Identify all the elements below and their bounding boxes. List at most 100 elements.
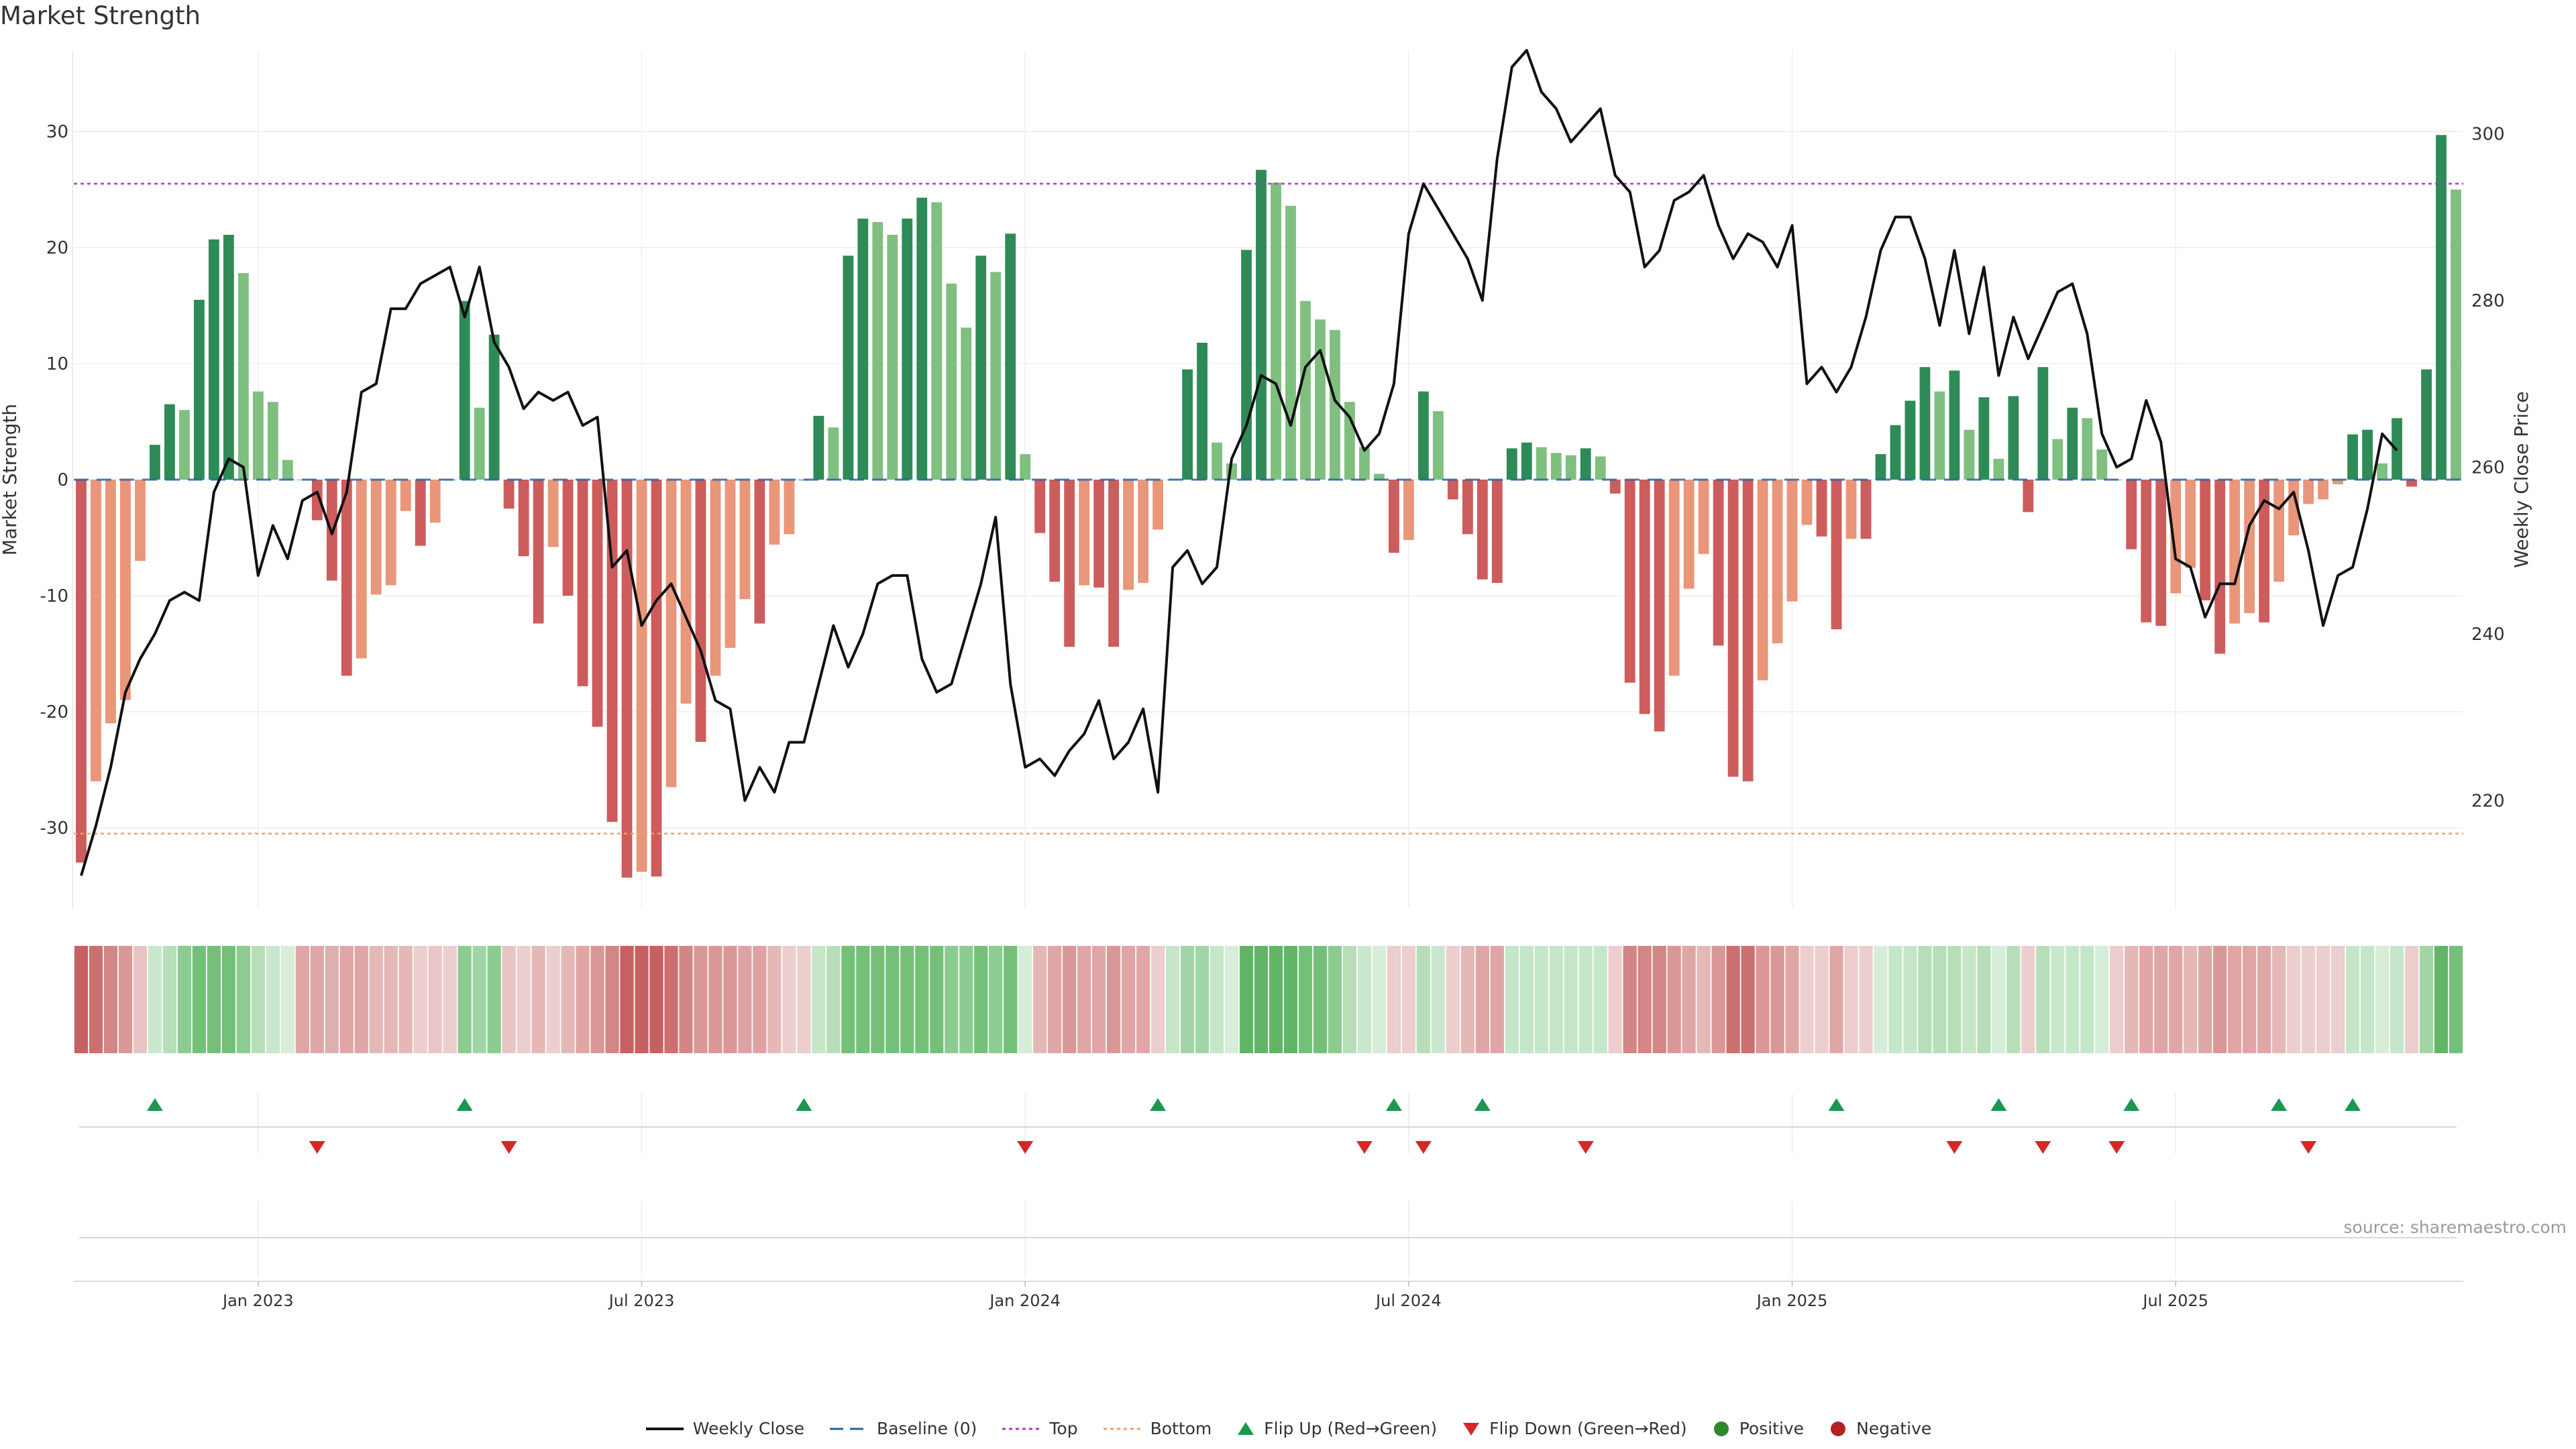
strength-bar <box>1727 480 1739 777</box>
strength-bar <box>547 480 559 547</box>
heat-cell <box>295 946 309 1053</box>
heat-cell <box>1962 946 1976 1053</box>
heat-cell <box>1122 946 1136 1053</box>
heat-cell <box>2316 946 2330 1053</box>
strength-bar <box>415 480 426 546</box>
heat-cell <box>723 946 737 1053</box>
strength-bar <box>150 445 160 480</box>
legend-swatch <box>1238 1421 1254 1435</box>
heat-cell <box>974 946 988 1053</box>
strength-bar <box>2155 480 2167 626</box>
heat-cell <box>1077 946 1091 1053</box>
heat-cell <box>1918 946 1932 1053</box>
heat-cell <box>812 946 826 1053</box>
legend-label: Negative <box>1856 1419 1932 1438</box>
heat-cell <box>1829 946 1843 1053</box>
heat-cell <box>2051 946 2065 1053</box>
strength-bar <box>518 480 529 557</box>
heat-cell <box>1239 946 1254 1053</box>
flip-up-marker <box>2345 1098 2361 1111</box>
heat-cell <box>1180 946 1195 1053</box>
strength-bar <box>385 480 396 586</box>
strength-bar <box>1964 429 1975 480</box>
strength-bar <box>1152 480 1164 530</box>
heat-cell <box>1564 946 1578 1053</box>
flip-down-marker <box>500 1141 517 1154</box>
heat-cell <box>1372 946 1387 1053</box>
right-tick-label: 260 <box>2471 458 2505 478</box>
heat-cell <box>1092 946 1106 1053</box>
heat-cell <box>2243 946 2257 1053</box>
heat-cell <box>1977 946 1991 1053</box>
heat-cell <box>1357 946 1372 1053</box>
strength-bar <box>1271 182 1281 480</box>
x-tick-label: Jul 2025 <box>2141 1291 2208 1310</box>
strength-bar <box>1049 480 1061 582</box>
heat-cell <box>162 946 177 1053</box>
heat-cell <box>472 946 486 1053</box>
strength-bar <box>665 480 677 788</box>
flip-up-marker <box>796 1098 812 1111</box>
flip-down-marker <box>1017 1141 1034 1154</box>
legend-item: Flip Up (Red→Green) <box>1236 1419 1437 1438</box>
heat-cell <box>989 946 1003 1053</box>
heat-cell <box>443 946 457 1053</box>
heat-cell <box>1638 946 1652 1053</box>
strength-bar <box>1123 480 1134 590</box>
strength-bar <box>1609 480 1621 494</box>
strength-bar <box>1256 170 1267 480</box>
heat-cell <box>1387 946 1401 1053</box>
strength-bar <box>1020 453 1031 480</box>
strength-bar <box>1565 455 1576 480</box>
left-tick-label: 0 <box>57 470 68 490</box>
heat-cell <box>1165 946 1180 1053</box>
heat-cell <box>1549 946 1563 1053</box>
legend-swatch-mark <box>1238 1421 1254 1435</box>
right-tick-label: 220 <box>2471 791 2505 811</box>
strength-bar <box>1079 480 1090 586</box>
strength-bar <box>2214 480 2226 654</box>
heat-cell <box>369 946 383 1053</box>
heat-cell <box>1269 946 1283 1053</box>
heat-cell <box>1107 946 1121 1053</box>
heat-cell <box>2390 946 2404 1053</box>
strength-bar <box>400 480 411 511</box>
heat-cell <box>1283 946 1298 1053</box>
legend-item: Weekly Close <box>645 1419 804 1438</box>
strength-bar <box>91 480 101 782</box>
strength-bar <box>282 460 293 480</box>
heat-cell <box>1874 946 1888 1053</box>
strength-bar <box>2451 189 2461 480</box>
strength-bar <box>2067 407 2078 480</box>
strength-bar <box>1108 480 1120 647</box>
main-panel: -30 -20 -10 0 10 20 30 Market Strength Weekly Cl… <box>0 49 2532 1278</box>
heat-cell <box>310 946 324 1053</box>
strength-bar <box>784 480 795 535</box>
strength-bar <box>237 273 249 480</box>
strength-bar <box>1831 480 1842 630</box>
heat-cell <box>1519 946 1534 1053</box>
strength-bar <box>1417 391 1429 480</box>
heat-cell <box>2154 946 2168 1053</box>
heat-cell <box>635 946 649 1053</box>
heat-cell <box>1416 946 1430 1053</box>
strength-bar <box>754 480 765 624</box>
strength-bar <box>2303 480 2314 504</box>
strength-bar <box>680 480 692 704</box>
x-tick-label: Jul 2024 <box>1375 1291 1442 1310</box>
strength-bar <box>1683 480 1695 589</box>
flip-up-marker <box>456 1098 473 1111</box>
strength-bar <box>1757 480 1768 681</box>
heat-cell <box>221 946 235 1053</box>
strength-bar <box>1742 480 1754 782</box>
strength-bar <box>356 480 367 659</box>
strength-bar <box>577 480 588 686</box>
strength-bar <box>223 235 234 480</box>
strength-bar <box>488 334 500 480</box>
heat-cell <box>1033 946 1047 1053</box>
strength-bar <box>2362 429 2373 480</box>
strength-bar <box>1212 442 1222 480</box>
strength-bar <box>252 391 264 480</box>
left-tick-label: -10 <box>40 586 68 606</box>
strength-bar <box>311 480 323 521</box>
